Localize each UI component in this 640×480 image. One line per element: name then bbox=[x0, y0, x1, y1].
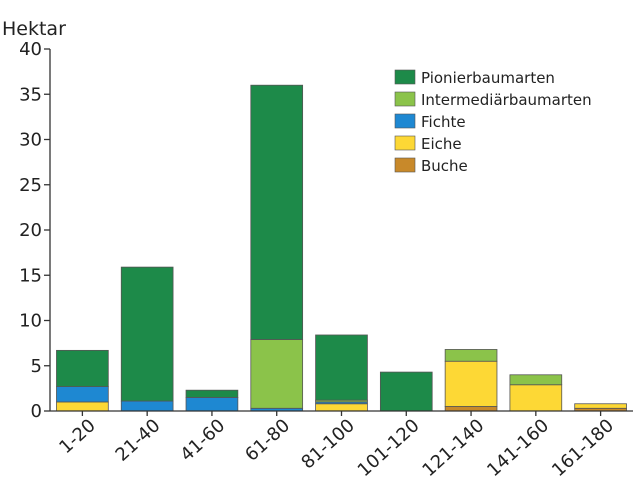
legend-swatch bbox=[394, 113, 416, 129]
x-tick-label: 141-160 bbox=[483, 415, 553, 480]
bar-segment-pionierbaumarten bbox=[120, 266, 174, 402]
bar-segment-intermediärbaumarten bbox=[509, 374, 563, 386]
y-axis-label: Hektar bbox=[2, 18, 66, 40]
bar-segment-fichte bbox=[185, 397, 239, 412]
y-axis-ticks: 0 5 10 15 20 25 30 35 40 bbox=[19, 39, 50, 422]
x-tick-label: 1-20 bbox=[55, 415, 99, 458]
x-tick-label: 21-40 bbox=[112, 415, 165, 466]
y-tick-label: 20 bbox=[19, 220, 42, 241]
bar-segment-fichte bbox=[56, 386, 109, 403]
x-axis-ticks: 1-20 21-40 41-60 61-80 81-100101-120121-1401… bbox=[55, 411, 618, 480]
bars bbox=[56, 84, 627, 412]
bar-segment-eiche bbox=[315, 403, 368, 412]
y-tick-label: 5 bbox=[31, 356, 42, 377]
legend-swatch bbox=[394, 91, 416, 107]
bar-segment-pionierbaumarten bbox=[379, 371, 433, 412]
bar-segment-eiche bbox=[444, 360, 498, 407]
legend-label: Pionierbaumarten bbox=[421, 69, 555, 87]
legend: Pionierbaumarten Intermediärbaumarten Fich… bbox=[394, 69, 592, 175]
bar-segment-fichte bbox=[120, 400, 174, 412]
bar-segment-buche bbox=[444, 406, 498, 412]
legend-label: Buche bbox=[421, 157, 468, 175]
y-tick-label: 15 bbox=[19, 265, 42, 286]
x-tick-label: 81-100 bbox=[297, 415, 358, 473]
x-tick-label: 61-80 bbox=[241, 415, 294, 466]
x-tick-label: 121-140 bbox=[418, 415, 488, 480]
legend-swatch bbox=[394, 157, 416, 173]
bar-segment-pionierbaumarten bbox=[185, 389, 239, 398]
bar-segment-pionierbaumarten bbox=[315, 334, 368, 401]
bar-segment-eiche bbox=[574, 403, 627, 409]
legend-label: Fichte bbox=[421, 113, 466, 131]
x-tick-label: 41-60 bbox=[176, 415, 229, 466]
legend-label: Eiche bbox=[421, 135, 462, 153]
bar-segment-eiche bbox=[509, 384, 563, 412]
bar-segment-intermediärbaumarten bbox=[250, 339, 304, 409]
y-tick-label: 10 bbox=[19, 311, 42, 332]
legend-label: Intermediärbaumarten bbox=[421, 91, 592, 109]
y-tick-label: 25 bbox=[19, 175, 42, 196]
x-tick-label: 161-180 bbox=[548, 415, 618, 480]
y-tick-label: 30 bbox=[19, 130, 42, 151]
bar-segment-intermediärbaumarten bbox=[444, 349, 498, 362]
bar-segment-eiche bbox=[56, 401, 109, 412]
bar-segment-pionierbaumarten bbox=[56, 349, 109, 387]
y-tick-label: 40 bbox=[19, 39, 42, 60]
x-tick-label: 101-120 bbox=[354, 415, 424, 480]
y-tick-label: 35 bbox=[19, 84, 42, 105]
legend-swatch bbox=[394, 135, 416, 151]
y-tick-label: 0 bbox=[31, 401, 42, 422]
bar-segment-pionierbaumarten bbox=[250, 84, 304, 340]
legend-swatch bbox=[394, 69, 416, 85]
